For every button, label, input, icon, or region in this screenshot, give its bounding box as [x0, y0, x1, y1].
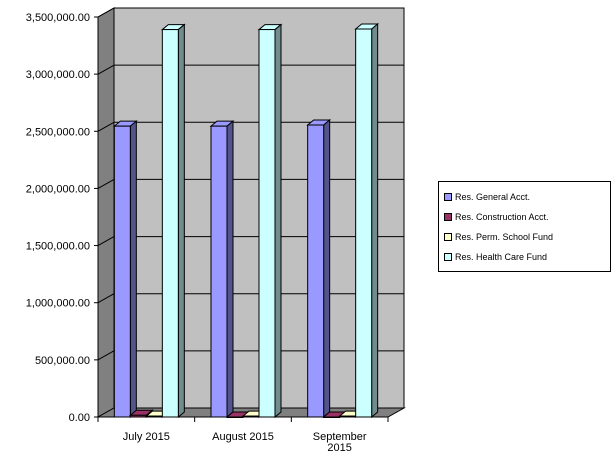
legend-label: Res. General Acct.: [455, 192, 531, 202]
x-tick-label: September 2015: [313, 431, 367, 454]
y-tick-label: 2,000,000.00: [26, 183, 90, 195]
legend-item: Res. Construction Acct.: [439, 207, 610, 227]
legend-label: Res. Health Care Fund: [455, 252, 548, 262]
bar-front: [161, 29, 179, 418]
gridline-side: [97, 293, 115, 304]
legend-swatch: [444, 233, 452, 241]
bar-front: [307, 124, 325, 418]
legend-item: Res. Perm. School Fund: [439, 227, 610, 247]
bar-front: [258, 29, 276, 418]
bar: [354, 22, 380, 419]
bar: [209, 120, 235, 419]
bar-side: [371, 22, 379, 419]
y-tick-label: 1,500,000.00: [26, 241, 90, 253]
bar: [160, 23, 186, 419]
gridline-side: [97, 7, 115, 18]
y-tick-labels: 0.00 500,000.00 1,000,000.00 1,500,000.00 2,…: [26, 12, 98, 424]
legend-label: Res. Perm. School Fund: [455, 232, 554, 242]
legend: Res. General Acct. Res. Construction Acct…: [438, 181, 611, 272]
y-tick-label: 3,500,000.00: [26, 12, 90, 24]
gridline-side: [97, 121, 115, 132]
bar-side: [177, 23, 185, 419]
bar: [112, 120, 138, 419]
y-tick-label: 0.00: [69, 412, 90, 424]
y-tick-label: 3,000,000.00: [26, 69, 90, 81]
legend-item: Res. Health Care Fund: [439, 247, 610, 267]
gridline-side: [97, 178, 115, 189]
gridline-side: [97, 236, 115, 247]
bar-front: [113, 125, 131, 418]
y-tick-label: 500,000.00: [35, 355, 90, 367]
bar-side: [226, 120, 234, 419]
legend-item: Res. General Acct.: [439, 187, 610, 207]
bar-front: [355, 28, 373, 418]
bar-side: [323, 118, 331, 419]
gridline-side: [97, 350, 115, 361]
bar-front: [210, 125, 228, 418]
legend-swatch: [444, 213, 452, 221]
x-tick-label: July 2015: [123, 431, 170, 443]
bar: [257, 23, 283, 419]
legend-swatch: [444, 193, 452, 201]
x-tick-label: August 2015: [212, 431, 274, 443]
bar: [306, 118, 332, 419]
bar-side: [129, 120, 137, 419]
gridline-side: [97, 64, 115, 75]
y-tick-label: 2,500,000.00: [26, 126, 90, 138]
legend-swatch: [444, 253, 452, 261]
bars: [97, 22, 389, 422]
y-tick-label: 1,000,000.00: [26, 298, 90, 310]
legend-label: Res. Construction Acct.: [455, 212, 549, 222]
x-tick-labels: July 2015 August 2015 September 2015: [123, 431, 367, 454]
bar-side: [274, 23, 282, 419]
